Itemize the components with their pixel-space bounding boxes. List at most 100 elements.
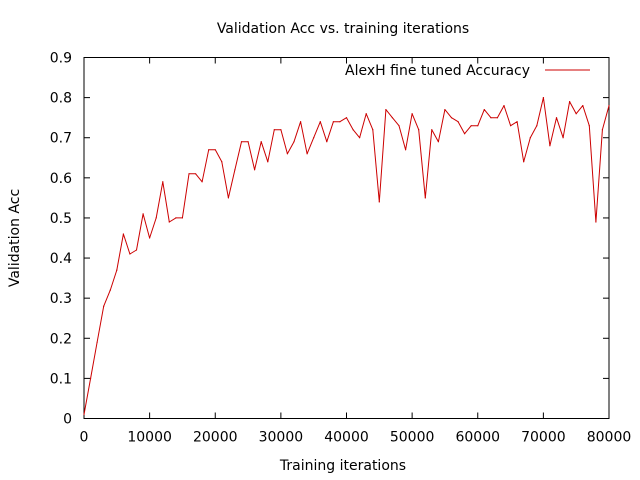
data-point: [293, 141, 295, 143]
data-point: [286, 153, 288, 155]
data-point: [83, 413, 85, 416]
data-point: [208, 149, 210, 151]
x-tick-label: 30000: [259, 430, 304, 446]
data-point: [195, 173, 197, 175]
data-point: [529, 137, 531, 139]
y-tick-label: 0.7: [50, 131, 72, 147]
data-point: [96, 341, 98, 343]
data-point: [175, 217, 177, 219]
data-point: [365, 113, 367, 115]
y-tick-label: 0: [63, 412, 72, 428]
y-axis: 0 0.1 0.2 0.3 0.4 0.5 0.6 0.7 0.8 0.9: [50, 51, 609, 428]
data-point: [332, 121, 334, 123]
data-point: [405, 149, 407, 151]
data-point: [319, 121, 321, 123]
data-point: [142, 213, 144, 215]
data-point: [398, 125, 400, 127]
series-layer: [83, 97, 610, 416]
data-point: [122, 233, 124, 235]
data-point: [464, 133, 466, 135]
data-point: [450, 117, 453, 119]
y-axis-label: Validation Acc: [7, 189, 23, 287]
data-point: [345, 117, 348, 119]
data-point: [162, 181, 164, 183]
data-point: [201, 181, 203, 183]
data-point: [155, 217, 157, 219]
data-point: [181, 217, 183, 219]
data-point: [516, 121, 518, 123]
data-point: [149, 237, 151, 239]
x-axis-label: Training iterations: [279, 458, 406, 474]
data-point: [490, 117, 492, 119]
data-point: [227, 197, 229, 199]
x-tick-label: 0: [80, 430, 89, 446]
y-tick-label: 0.5: [50, 211, 72, 227]
data-point: [483, 109, 485, 111]
data-point: [254, 169, 256, 171]
data-point: [267, 161, 269, 163]
x-tick-label: 40000: [324, 430, 369, 446]
data-point: [129, 253, 131, 255]
data-point: [457, 121, 459, 123]
legend-label: AlexH fine tuned Accuracy: [345, 63, 530, 79]
data-point: [247, 141, 249, 143]
data-point: [214, 149, 216, 151]
y-tick-label: 0.4: [50, 251, 72, 267]
data-point: [549, 145, 551, 147]
x-axis: 0 10000 20000 30000 40000 50000 60000 70000 8000…: [80, 57, 632, 446]
data-point: [221, 161, 223, 163]
data-point: [444, 109, 446, 111]
data-point: [378, 201, 380, 203]
y-tick-label: 0.1: [50, 371, 72, 387]
data-point: [391, 117, 393, 119]
data-point: [424, 197, 426, 199]
data-point: [313, 137, 315, 139]
data-point: [470, 125, 472, 127]
series-line-0: [83, 97, 610, 415]
data-point: [103, 305, 105, 307]
data-point: [188, 173, 190, 175]
data-point: [503, 105, 505, 107]
data-point: [608, 105, 610, 107]
data-point: [588, 125, 590, 127]
data-point: [569, 101, 571, 103]
data-point: [411, 113, 413, 115]
data-point: [326, 141, 328, 143]
data-point: [418, 129, 420, 131]
data-point: [601, 129, 604, 131]
data-point: [477, 125, 479, 127]
chart-title: Validation Acc vs. training iterations: [217, 21, 469, 37]
data-point: [575, 113, 577, 115]
data-point: [116, 269, 118, 271]
x-tick-label: 80000: [587, 430, 632, 446]
data-point: [300, 121, 302, 123]
data-point: [555, 117, 558, 119]
data-point: [582, 105, 584, 107]
data-point: [234, 169, 236, 171]
data-point: [352, 129, 354, 131]
x-tick-label: 60000: [455, 430, 500, 446]
data-point: [536, 125, 538, 127]
data-point: [431, 129, 433, 131]
data-point: [523, 161, 525, 163]
data-point: [542, 97, 545, 99]
data-point: [273, 129, 275, 131]
data-point: [109, 289, 111, 291]
data-point: [260, 141, 262, 143]
x-tick-label: 20000: [193, 430, 238, 446]
x-tick-label: 70000: [521, 430, 566, 446]
y-tick-label: 0.9: [50, 51, 72, 67]
data-point: [372, 129, 374, 131]
data-point: [339, 121, 341, 123]
data-point: [280, 129, 282, 131]
data-point: [240, 141, 243, 143]
data-point: [385, 109, 387, 111]
x-tick-label: 50000: [390, 430, 435, 446]
data-point: [306, 153, 308, 155]
plot-frame: [83, 57, 610, 419]
data-point: [437, 141, 439, 143]
data-point: [168, 221, 170, 223]
y-tick-label: 0.6: [50, 171, 72, 187]
data-point: [359, 137, 361, 139]
